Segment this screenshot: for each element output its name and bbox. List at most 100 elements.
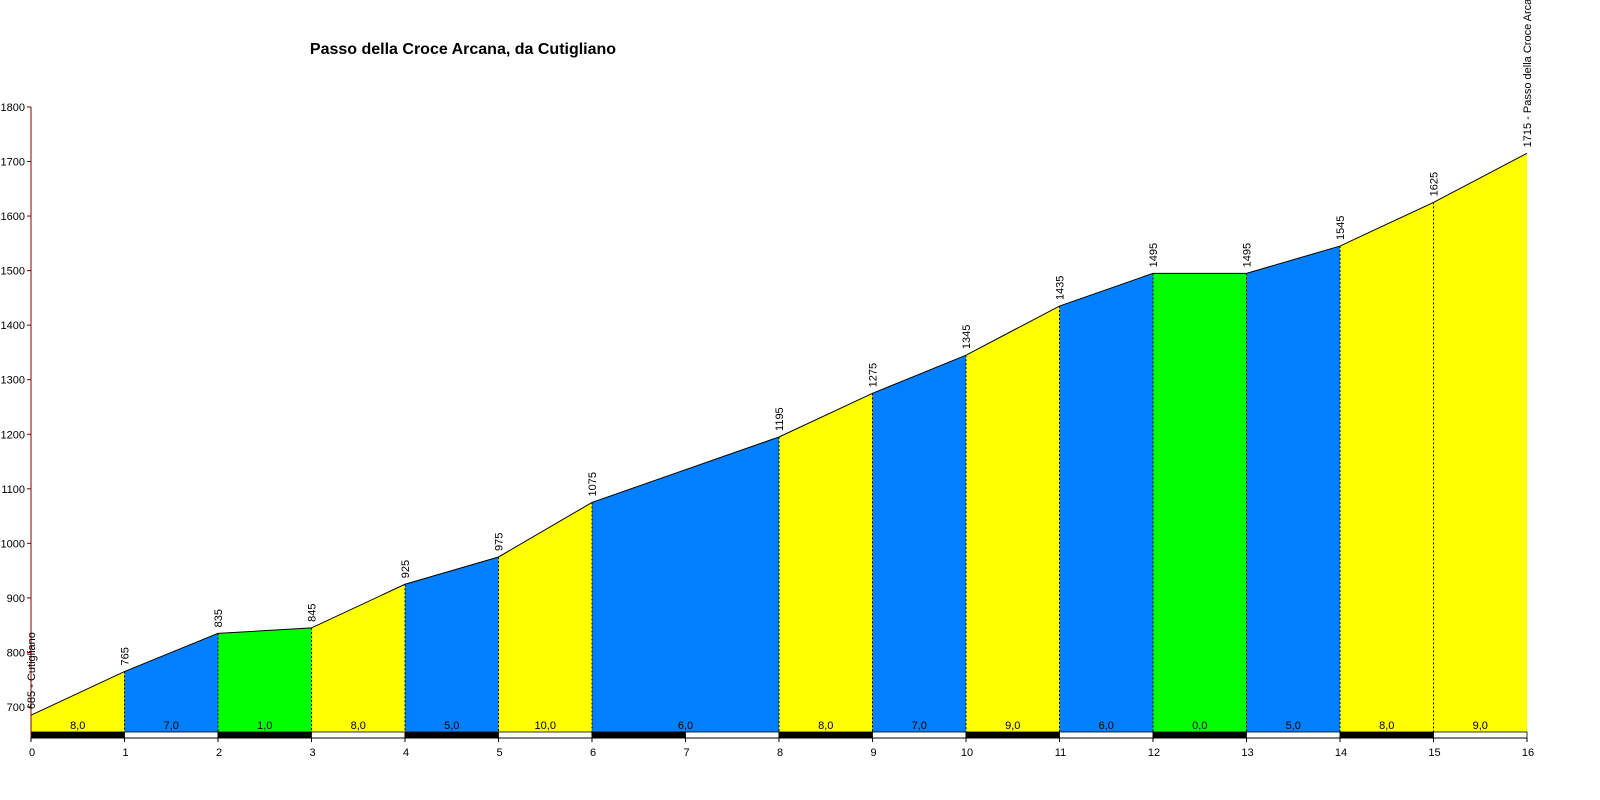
gradient-label: 5,0	[444, 720, 459, 732]
segment-area	[1059, 273, 1153, 733]
x-tick-label: 9	[870, 747, 876, 759]
x-tick-label: 7	[683, 747, 689, 759]
gradient-label: 1,0	[257, 720, 272, 732]
elevation-label: 685 - Cutigliano	[26, 632, 38, 709]
elevation-label: 1715 - Passo della Croce Arcana	[1522, 0, 1534, 147]
point-labels: 685 - Cutigliano 765 835 845 925 975 1075 1195 1…	[26, 0, 1534, 709]
profile-areas	[31, 153, 1527, 734]
x-tick-label: 5	[496, 747, 502, 759]
y-tick-label: 800	[7, 647, 25, 659]
elevation-label: 1275	[868, 363, 880, 387]
km-bar	[1433, 731, 1528, 739]
km-bar	[217, 731, 312, 739]
elevation-label: 1495	[1148, 243, 1160, 267]
elevation-label: 845	[307, 604, 319, 622]
segment-area	[405, 556, 499, 733]
segment-area	[872, 355, 966, 733]
gradient-label: 0,0	[1192, 720, 1207, 732]
elevation-label: 765	[120, 647, 132, 665]
km-bar	[30, 731, 125, 739]
gradient-label: 8,0	[1379, 720, 1394, 732]
x-tick-label: 2	[216, 747, 222, 759]
y-tick-label: 1000	[1, 538, 25, 550]
profile-line	[30, 152, 1528, 716]
elevation-label: 1625	[1429, 172, 1441, 196]
elevation-label: 1195	[774, 407, 786, 431]
profile-polyline	[30, 152, 1528, 716]
km-bar	[685, 731, 780, 739]
gradient-label: 8,0	[818, 720, 833, 732]
x-tick-label: 3	[309, 747, 315, 759]
elevation-label: 835	[213, 609, 225, 627]
gradient-strip: 8,0 7,0 1,0 8,0 5,0 10,0 6,0 8,0 7,0 9,0 6,0 0,0 5,0…	[30, 720, 1528, 739]
km-bar	[404, 731, 499, 739]
segment-area	[1246, 246, 1340, 734]
x-tick-label: 13	[1241, 747, 1253, 759]
elevation-label: 975	[494, 533, 506, 551]
gradient-label: 6,0	[678, 720, 693, 732]
segment-area	[1433, 153, 1527, 733]
segment-area	[498, 502, 592, 733]
km-bar	[311, 731, 406, 739]
segment-dividers	[124, 202, 1434, 733]
gradient-label: 6,0	[1099, 720, 1114, 732]
chart-title: Passo della Croce Arcana, da Cutigliano	[310, 41, 616, 58]
gradient-label: 5,0	[1286, 720, 1301, 732]
segment-area	[124, 633, 218, 733]
y-tick-label: 1800	[1, 102, 25, 114]
elevation-label: 925	[400, 560, 412, 578]
segment-area	[779, 393, 873, 733]
elevation-label: 1435	[1055, 276, 1067, 300]
km-bar	[778, 731, 873, 739]
gradient-label: 7,0	[164, 720, 179, 732]
x-tick-label: 14	[1335, 747, 1347, 759]
km-bar	[872, 731, 967, 739]
x-tick-label: 6	[590, 747, 596, 759]
x-tick-label: 12	[1148, 747, 1160, 759]
km-bar	[1339, 731, 1434, 739]
gradient-label: 9,0	[1005, 720, 1020, 732]
km-bar	[965, 731, 1060, 739]
y-tick-label: 1500	[1, 266, 25, 278]
axes: 7008009001000110012001300140015001600170…	[1, 102, 1535, 759]
gradient-label: 9,0	[1473, 720, 1488, 732]
segment-area	[966, 306, 1060, 733]
gradient-label: 10,0	[535, 720, 556, 732]
y-tick-label: 1400	[1, 320, 25, 332]
x-tick-label: 0	[29, 747, 35, 759]
gradient-label: 8,0	[70, 720, 85, 732]
y-tick-label: 700	[7, 702, 25, 714]
x-tick-label: 1	[122, 747, 128, 759]
km-bar	[498, 731, 593, 739]
km-bar	[591, 731, 686, 739]
elevation-label: 1495	[1242, 243, 1254, 267]
x-tick-label: 16	[1522, 747, 1534, 759]
elevation-label: 1545	[1335, 216, 1347, 240]
elevation-label: 1345	[961, 325, 973, 349]
x-tick-label: 15	[1428, 747, 1440, 759]
y-tick-label: 1200	[1, 429, 25, 441]
y-tick-label: 900	[7, 593, 25, 605]
km-bar	[1152, 731, 1247, 739]
gradient-label: 8,0	[351, 720, 366, 732]
km-bar	[124, 731, 219, 739]
x-tick-label: 11	[1055, 747, 1066, 759]
y-tick-label: 1700	[1, 157, 25, 169]
x-tick-label: 10	[961, 747, 973, 759]
segment-area	[218, 627, 312, 733]
km-bar	[1059, 731, 1154, 739]
y-tick-label: 1600	[1, 211, 25, 223]
elevation-label: 1075	[587, 472, 599, 496]
x-tick-label: 4	[403, 747, 409, 759]
segment-area	[31, 671, 125, 733]
km-bar	[1246, 731, 1341, 739]
y-tick-label: 1100	[1, 484, 25, 496]
gradient-label: 7,0	[912, 720, 927, 732]
segment-area	[1340, 202, 1434, 734]
segment-area	[592, 436, 779, 733]
x-tick-label: 8	[777, 747, 783, 759]
y-tick-label: 1300	[1, 375, 25, 387]
segment-area	[1153, 273, 1247, 733]
segment-area	[311, 584, 405, 733]
